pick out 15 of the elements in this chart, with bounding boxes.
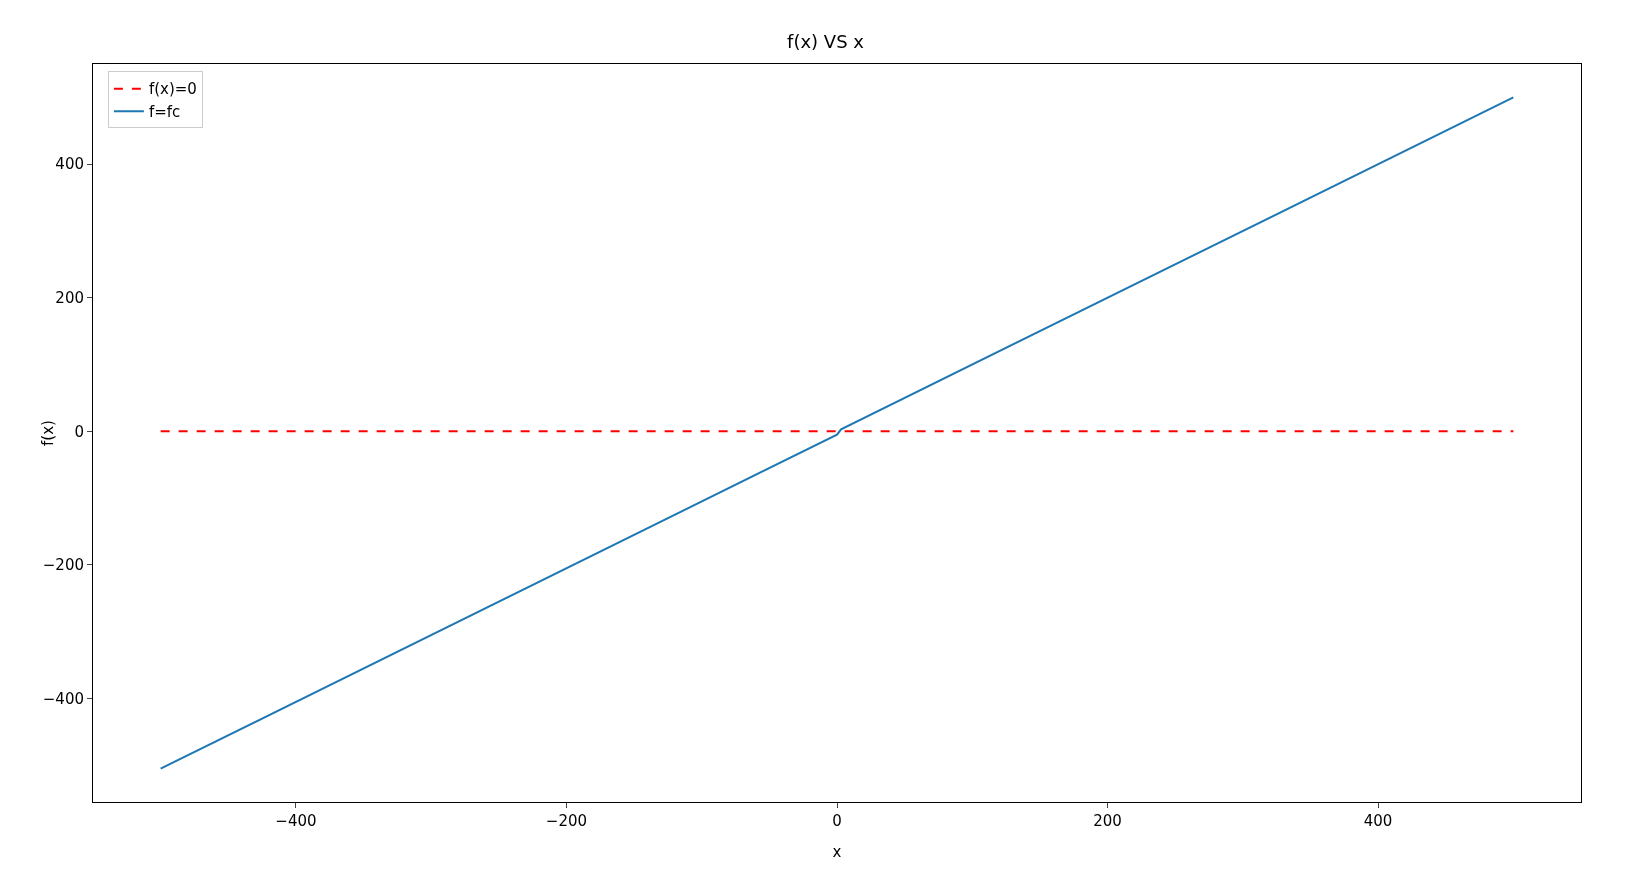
x-tick-label: −400	[275, 812, 317, 830]
y-tick-label: 200	[55, 289, 84, 308]
y-tick-label: −400	[42, 689, 84, 708]
y-tick-label: 0	[74, 422, 84, 441]
chart-title: f(x) VS x	[787, 30, 865, 52]
x-tick-label: 400	[1363, 812, 1393, 830]
x-tick-label: −200	[545, 812, 588, 830]
y-tick-label: −200	[42, 556, 84, 575]
y-axis-title: f(x)	[39, 420, 57, 446]
y-tick-label: 400	[55, 155, 84, 174]
legend-label: f(x)=0	[148, 80, 197, 99]
x-axis-title: x	[832, 843, 842, 861]
x-tick-label: 200	[1093, 812, 1122, 830]
legend-label: f=fc	[148, 102, 181, 121]
x-tick-label: 0	[832, 812, 842, 830]
